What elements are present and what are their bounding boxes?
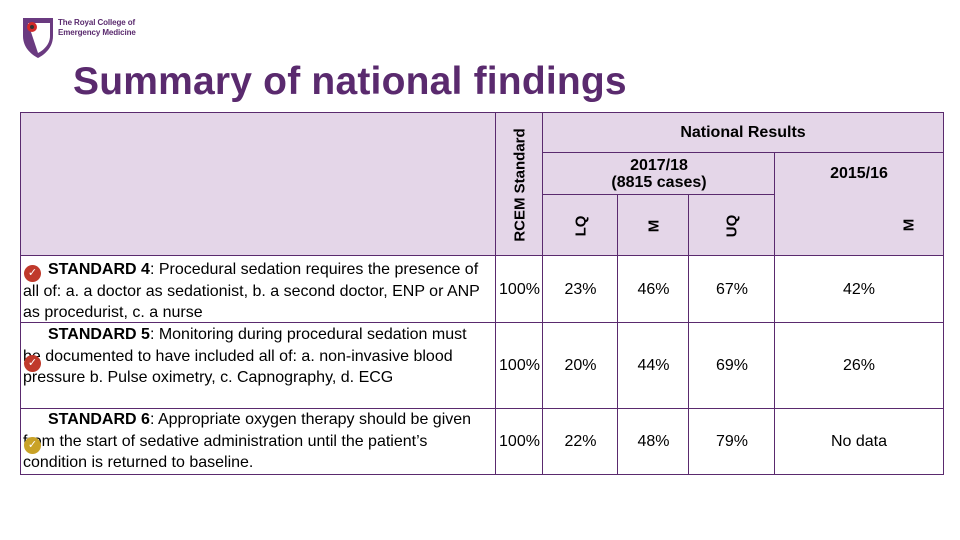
standard-6-label: STANDARD 6 <box>48 411 150 428</box>
rcem-logo: The Royal College of Emergency Medicine <box>20 14 160 64</box>
rcem-standard-label: RCEM Standard <box>511 127 528 242</box>
period-current-line2: (8815 cases) <box>611 174 707 191</box>
period-current-line1: 2017/18 <box>630 157 688 174</box>
table-cell-standard: 100% <box>495 255 544 324</box>
header-blank-cell <box>20 112 497 257</box>
standard-4-label: STANDARD 4 <box>48 261 150 278</box>
national-results-header: National Results <box>542 112 944 154</box>
table-cell-lq: 23% <box>542 255 619 324</box>
logo-line-1: The Royal College of <box>58 18 136 27</box>
table-cell-lq: 20% <box>542 322 619 410</box>
table-cell-prev: 26% <box>774 322 944 410</box>
standard-6-text: : Appropriate oxygen therapy should be g… <box>23 411 472 471</box>
logo-line-2: Emergency Medicine <box>58 27 136 37</box>
period-previous-label: 2015/16 <box>830 165 888 182</box>
col-m-prev-header: M <box>774 194 944 257</box>
table-row-standard-5-text: STANDARD 5: Monitoring during procedural… <box>20 322 497 410</box>
check-icon: ✓ <box>24 265 41 282</box>
standard-5-text: : Monitoring during procedural sedation … <box>23 326 467 386</box>
standard-5-label: STANDARD 5 <box>48 326 150 343</box>
col-m-prev-label: M <box>900 218 918 232</box>
page-title: Summary of national findings <box>73 60 627 103</box>
table-cell-m: 48% <box>617 408 690 475</box>
table-row-standard-4-text: STANDARD 4: Procedural sedation requires… <box>20 255 497 324</box>
table-cell-standard: 100% <box>495 322 544 410</box>
findings-table: RCEM Standard National Results 2017/18 (… <box>20 112 944 475</box>
col-m-label: M <box>645 219 662 232</box>
standard-4-text: : Procedural sedation requires the prese… <box>23 261 480 321</box>
table-cell-prev: No data <box>774 408 944 475</box>
college-shield-icon <box>23 18 53 58</box>
check-icon: ✓ <box>24 437 41 454</box>
col-m-header: M <box>617 194 690 257</box>
table-row-standard-6-text: STANDARD 6: Appropriate oxygen therapy s… <box>20 408 497 475</box>
logo-text: The Royal College of Emergency Medicine <box>58 18 136 37</box>
col-lq-header: LQ <box>542 194 619 257</box>
table-cell-uq: 67% <box>688 255 776 324</box>
col-uq-header: UQ <box>688 194 776 257</box>
table-cell-m: 46% <box>617 255 690 324</box>
table-cell-uq: 69% <box>688 322 776 410</box>
rcem-standard-header: RCEM Standard <box>495 112 544 257</box>
table-cell-m: 44% <box>617 322 690 410</box>
col-uq-label: UQ <box>723 214 741 237</box>
national-results-label: National Results <box>680 124 806 141</box>
col-lq-label: LQ <box>572 215 589 236</box>
table-cell-lq: 22% <box>542 408 619 475</box>
table-cell-prev: 42% <box>774 255 944 324</box>
period-current-header: 2017/18 (8815 cases) <box>542 152 776 196</box>
table-cell-uq: 79% <box>688 408 776 475</box>
table-cell-standard: 100% <box>495 408 544 475</box>
check-icon: ✓ <box>24 355 41 372</box>
